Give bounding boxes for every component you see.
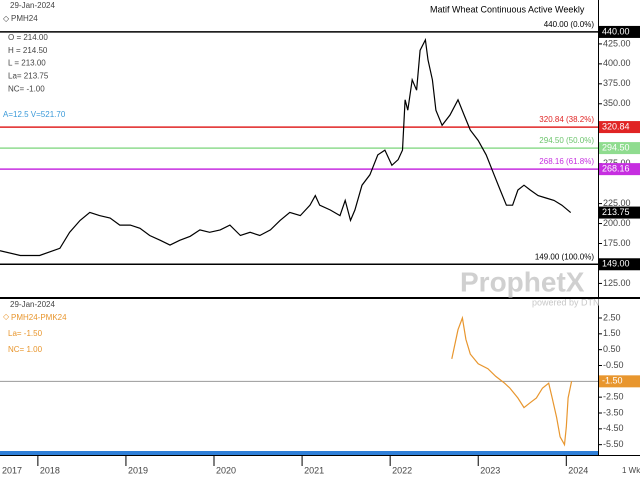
level-axis-box: [599, 142, 640, 155]
last-value-label: -1.50: [602, 376, 623, 386]
y-tick-label: 350.00: [603, 98, 631, 108]
level-axis-box: [599, 163, 640, 176]
level-axis-box: [599, 258, 640, 271]
x-tick-label: 2024: [568, 465, 588, 475]
legend-entry: PMH24-PMK24: [11, 313, 67, 322]
bottom-strip: [0, 451, 598, 455]
watermark-sub: powered by DTN: [532, 297, 600, 307]
y-tick-label: 1.50: [603, 328, 621, 338]
level-label: 268.16 (61.8%): [539, 157, 594, 166]
info-line: H = 214.50: [8, 46, 48, 55]
x-tick-label: 2020: [216, 465, 236, 475]
level-axis-label: 440.00: [602, 26, 630, 36]
diamond-icon: ◇: [3, 312, 10, 321]
info-line: NC= -1.00: [8, 84, 45, 93]
level-label: 149.00 (100.0%): [535, 252, 594, 261]
x-tick-label: 2022: [392, 465, 412, 475]
chart-title: Matif Wheat Continuous Active Weekly: [430, 4, 585, 14]
level-label: 294.50 (50.0%): [539, 136, 594, 145]
y-tick-label: -5.50: [603, 439, 624, 449]
y-tick-label: -2.50: [603, 392, 624, 402]
price-line: [451, 315, 573, 447]
y-tick-label: 175.00: [603, 238, 631, 248]
y-tick-label: -4.50: [603, 423, 624, 433]
x-tick-label: 2017: [2, 465, 22, 475]
y-tick-label: 375.00: [603, 78, 631, 88]
info-line: NC= 1.00: [8, 345, 43, 354]
y-tick-label: 125.00: [603, 278, 631, 288]
last-value-label: 213.75: [602, 207, 630, 217]
y-tick-label: 425.00: [603, 38, 631, 48]
price-line: [0, 37, 572, 257]
last-value-box: [599, 206, 640, 219]
x-tick-label: 2023: [480, 465, 500, 475]
info-line: La= 213.75: [8, 72, 49, 81]
info-line: La= -1.50: [8, 329, 43, 338]
period-label: 1 Wk: [622, 466, 640, 475]
y-tick-label: -0.50: [603, 360, 624, 370]
watermark: ProphetX: [460, 266, 585, 297]
level-axis-label: 149.00: [602, 259, 630, 269]
level-label: 320.84 (38.2%): [539, 115, 594, 124]
info-line: O = 214.00: [8, 33, 48, 42]
y-tick-label: 200.00: [603, 218, 631, 228]
x-tick-label: 2021: [304, 465, 324, 475]
level-axis-label: 268.16: [602, 164, 630, 174]
legend-entry: PMH24: [11, 14, 38, 23]
level-axis-label: 320.84: [602, 121, 630, 131]
level-axis-box: [599, 121, 640, 134]
y-tick-label: 0.50: [603, 344, 621, 354]
level-axis-box: [599, 25, 640, 38]
y-tick-label: 275.00: [603, 158, 631, 168]
level-label: 440.00 (0.0%): [544, 20, 595, 29]
y-tick-label: 225.00: [603, 198, 631, 208]
y-tick-label: 400.00: [603, 58, 631, 68]
volume-info: A=12.5 V=521.70: [3, 110, 66, 119]
y-tick-label: -3.50: [603, 407, 624, 417]
last-value-box: [599, 375, 640, 388]
date-label: 29-Jan-2024: [10, 300, 55, 309]
x-tick-label: 2018: [40, 465, 60, 475]
diamond-icon: ◇: [3, 14, 10, 23]
date-label: 29-Jan-2024: [10, 1, 55, 10]
y-tick-label: 2.50: [603, 312, 621, 322]
info-line: L = 213.00: [8, 59, 46, 68]
level-axis-label: 294.50: [602, 142, 630, 152]
x-tick-label: 2019: [128, 465, 148, 475]
